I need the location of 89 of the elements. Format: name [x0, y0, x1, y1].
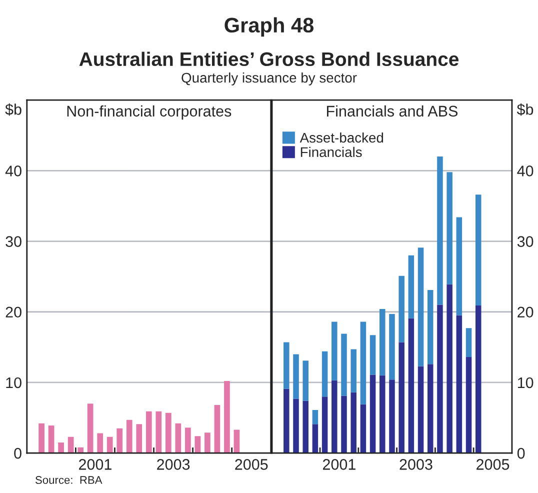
x-tick-label: 2005	[235, 459, 268, 470]
bar	[360, 322, 366, 404]
bar	[312, 424, 318, 454]
bar	[437, 156, 443, 305]
bar	[38, 423, 44, 454]
bar	[370, 335, 376, 375]
x-tick-label: 2001	[78, 459, 112, 470]
bar	[380, 375, 386, 454]
text: Quarterly issuance by sector	[182, 72, 357, 86]
bar	[360, 404, 366, 454]
bar	[322, 351, 328, 397]
bar	[475, 306, 482, 454]
bar	[126, 420, 132, 454]
bar	[446, 172, 452, 284]
y-axis-title: $b	[516, 103, 534, 116]
bar	[78, 447, 84, 454]
bar	[106, 436, 113, 454]
y-tick-label: 10	[518, 377, 534, 388]
bar	[437, 304, 443, 454]
bar	[418, 366, 424, 454]
bar	[389, 380, 395, 454]
bar	[312, 410, 318, 424]
bar	[97, 433, 104, 454]
bar	[165, 412, 172, 454]
bar	[234, 430, 240, 454]
x-tick-label: 2003	[400, 459, 432, 470]
bar	[284, 388, 290, 454]
bar	[475, 194, 482, 306]
y-tick-label: 10	[6, 377, 22, 388]
bar	[136, 424, 142, 454]
bar	[350, 349, 356, 392]
y-tick-label: 0	[517, 448, 525, 459]
y-tick-label: 20	[518, 306, 534, 318]
bar	[214, 405, 220, 454]
bar	[185, 428, 191, 454]
x-tick-label: 2001	[322, 459, 356, 470]
bar	[408, 255, 414, 318]
x-tick-label: 2005	[476, 459, 510, 470]
y-tick-label: 30	[6, 236, 22, 247]
chart-title: Financials and ABS	[327, 105, 458, 117]
bar	[341, 334, 347, 396]
y-tick-label: 20	[6, 306, 22, 318]
y-tick-label: 40	[5, 166, 22, 176]
bar	[332, 322, 338, 380]
chart-title: Non-financial corporates	[67, 105, 232, 120]
bar	[48, 426, 54, 454]
bar	[284, 342, 290, 389]
bar	[58, 442, 64, 454]
bar	[87, 404, 94, 454]
legend-label: Financials	[300, 146, 362, 158]
bar	[224, 381, 230, 454]
bar	[116, 428, 123, 454]
bar	[418, 248, 424, 366]
bar	[322, 396, 328, 454]
y-tick-label: 0	[14, 448, 22, 459]
bar	[293, 398, 299, 454]
bar	[428, 364, 434, 454]
bar	[194, 436, 201, 454]
source-note: Source: RBA	[35, 476, 102, 484]
bar	[380, 309, 386, 376]
bar	[456, 315, 462, 454]
bar	[293, 354, 299, 399]
bar	[332, 380, 338, 454]
bar	[466, 357, 472, 454]
bar	[446, 284, 452, 454]
bar	[156, 411, 162, 454]
text: Australian Entities’ Gross Bond Issuance	[79, 52, 459, 66]
bar	[389, 314, 395, 380]
x-tick-label: 2003	[157, 459, 190, 470]
bar	[341, 396, 347, 454]
bar	[302, 360, 308, 401]
bar	[204, 432, 210, 454]
bar	[350, 392, 356, 454]
legend-label: Asset-backed	[300, 132, 384, 143]
bar	[370, 374, 376, 454]
bar	[146, 411, 152, 454]
y-tick-label: 30	[517, 236, 534, 247]
bar	[398, 276, 404, 342]
bar	[456, 217, 462, 316]
caption: Graph 48	[224, 17, 314, 37]
bar	[466, 328, 472, 358]
y-tick-label: 40	[517, 166, 534, 176]
bar	[428, 290, 434, 364]
y-axis-title: $b	[5, 103, 22, 116]
bar	[408, 318, 414, 454]
bar	[175, 423, 182, 454]
bar	[302, 400, 308, 454]
bar	[398, 342, 404, 454]
bar	[68, 436, 74, 454]
